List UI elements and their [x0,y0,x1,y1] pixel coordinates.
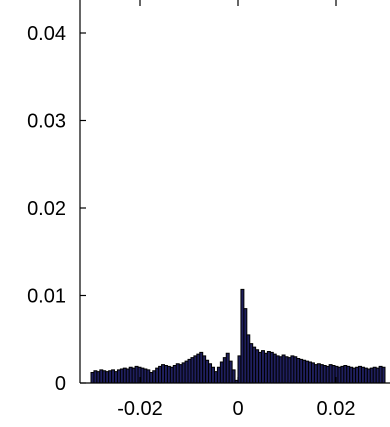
x-ticks: -0.02 0 0.02 [117,0,355,420]
y-tick-label: 0 [55,373,66,395]
y-tick-label: 0.02 [27,198,66,220]
histogram-bar [381,366,386,384]
bar-group [90,288,386,384]
x-tick-label: -0.02 [117,398,163,420]
axes [79,0,390,384]
y-tick-label: 0.04 [27,23,66,45]
x-tick-label: 0.02 [317,398,356,420]
y-tick-label: 0.03 [27,111,66,133]
x-tick-label: 0 [232,398,243,420]
y-ticks: 0 0.01 0.02 0.03 0.04 [27,23,86,395]
y-tick-label: 0.01 [27,286,66,308]
